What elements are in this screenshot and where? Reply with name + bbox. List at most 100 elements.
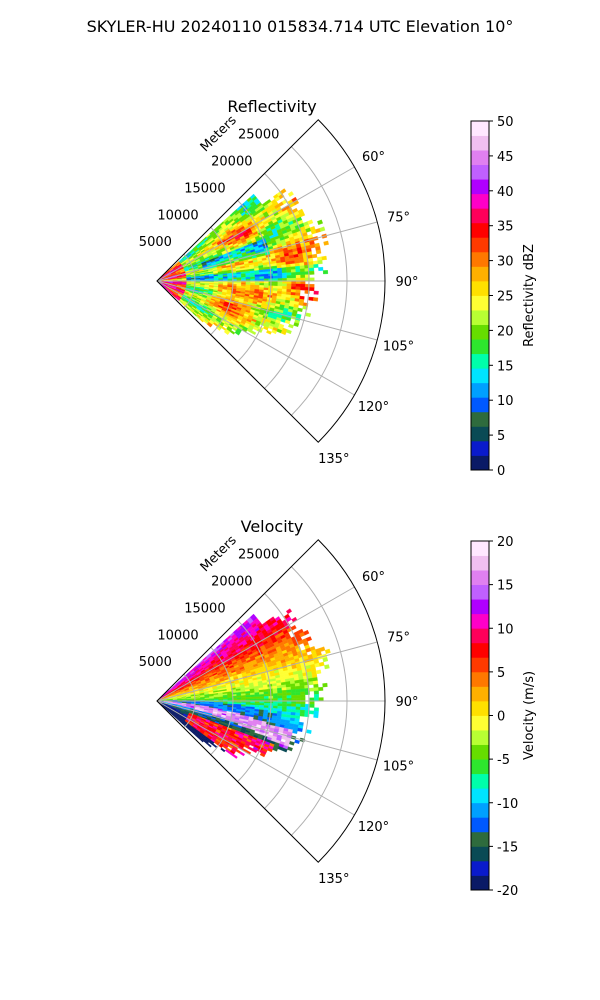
range-tick-label: 10000: [157, 208, 198, 223]
radar-gate: [250, 330, 257, 336]
radar-gate: [290, 289, 296, 293]
radar-gate: [299, 712, 305, 717]
radar-gate: [306, 636, 312, 642]
radar-gate: [277, 283, 283, 287]
radar-gate: [309, 270, 315, 275]
radar-gate: [299, 688, 306, 693]
range-tick-label: 15000: [184, 181, 225, 196]
radar-gate: [220, 747, 226, 753]
radar-gate: [291, 286, 297, 290]
radar-gate: [305, 312, 312, 318]
figure-title: SKYLER-HU 20240110 015834.714 UTC Elevat…: [87, 17, 514, 36]
radar-gate: [280, 330, 287, 336]
colorbar-tick-label: 40: [497, 185, 514, 200]
radar-gate: [299, 268, 306, 273]
radar-gate: [319, 226, 326, 232]
radar-gate: [292, 729, 298, 734]
radar-gate: [232, 754, 238, 759]
range-axis-label: Meters: [198, 113, 240, 155]
radar-gate: [281, 689, 287, 694]
radar-gate: [311, 253, 318, 259]
radar-gate: [322, 270, 329, 275]
radar-gate: [300, 694, 306, 699]
radar-gate: [312, 680, 319, 685]
radar-gate: [272, 747, 278, 752]
radar-gate: [309, 704, 315, 708]
colorbar-swatch: [471, 164, 489, 180]
radar-gate: [272, 273, 278, 277]
radar-gate: [291, 272, 297, 276]
azimuth-spoke: [156, 586, 355, 702]
radar-gate: [324, 664, 330, 670]
radar-gate: [286, 272, 292, 276]
colorbar-swatch: [471, 875, 489, 891]
range-tick-label: 15000: [184, 601, 225, 616]
colorbar-tick-label: 0: [497, 464, 505, 479]
radar-gate: [254, 282, 260, 286]
colorbar-tick-label: 10: [497, 622, 514, 637]
radar-gate: [300, 274, 306, 279]
radar-gate: [312, 297, 319, 302]
radar-gate: [282, 695, 288, 699]
velocity-title: Velocity: [241, 517, 304, 536]
range-tick-label: 20000: [211, 155, 252, 170]
colorbar-swatch: [471, 426, 489, 442]
colorbar-swatch: [471, 730, 489, 745]
radar-gate: [234, 330, 241, 336]
radar-gate: [277, 692, 283, 697]
azimuth-tick-label: 60°: [362, 150, 385, 165]
colorbar-tick-label: -10: [497, 797, 518, 812]
radar-gate: [280, 188, 287, 195]
radar-gate: [295, 703, 301, 708]
radar-gate: [282, 703, 288, 707]
radar-gate: [206, 742, 212, 748]
radar-gate: [273, 283, 278, 287]
colorbar-tick-label: -20: [497, 884, 518, 899]
radar-gate: [241, 697, 247, 700]
azimuth-spoke: [156, 280, 378, 341]
radar-gate: [295, 271, 301, 276]
radar-gate: [250, 694, 256, 698]
colorbar-swatch: [471, 860, 489, 876]
radar-gate: [309, 287, 315, 292]
colorbar-label: Reflectivity dBZ: [522, 244, 537, 347]
radar-gate: [290, 624, 297, 631]
radar-gate: [291, 706, 297, 710]
radar-gate: [277, 705, 283, 710]
radar-gate: [267, 747, 273, 753]
sector-outline: [156, 119, 386, 443]
colorbar-swatch: [471, 584, 489, 600]
radar-gate: [321, 255, 327, 261]
radar-gate: [286, 269, 292, 273]
colorbar-tick-label: 20: [497, 324, 514, 339]
radar-gate: [299, 265, 305, 270]
radar-gate: [290, 709, 296, 713]
radar-gate: [251, 748, 258, 754]
colorbar-swatch: [471, 846, 489, 862]
radar-gate: [295, 286, 301, 291]
colorbar-swatch: [471, 280, 489, 296]
radar-gate: [313, 707, 319, 712]
radar-gate: [297, 727, 303, 732]
colorbar-swatch: [471, 295, 489, 311]
radar-gate: [199, 317, 204, 323]
radar-gate: [297, 307, 303, 312]
radar-gate: [236, 277, 242, 280]
azimuth-spoke: [156, 166, 355, 282]
radar-gate: [259, 696, 265, 700]
radar-gate: [287, 746, 293, 752]
azimuth-tick-label: 135°: [318, 452, 349, 467]
radar-gate: [315, 669, 322, 675]
azimuth-tick-label: 60°: [362, 570, 385, 585]
radar-gate: [308, 296, 314, 301]
radar-gate: [309, 284, 315, 288]
colorbar-label: Velocity (m/s): [522, 671, 537, 760]
radar-gate: [318, 686, 324, 691]
azimuth-tick-label: 90°: [395, 695, 418, 710]
radar-gate: [313, 714, 319, 719]
colorbar-swatch: [471, 193, 489, 209]
radar-gate: [291, 692, 297, 696]
range-tick-label: 10000: [157, 628, 198, 643]
sector-border: [156, 119, 386, 443]
